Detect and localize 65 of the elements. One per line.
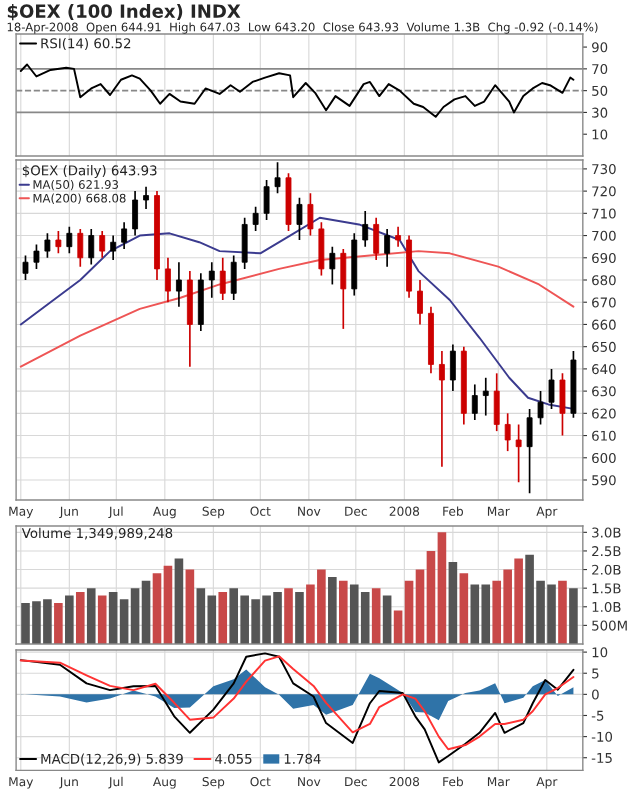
candlestick <box>186 270 193 368</box>
bar <box>97 595 107 644</box>
candlestick <box>296 196 303 241</box>
candlestick <box>329 245 336 286</box>
bar <box>75 591 85 644</box>
bar <box>65 595 74 644</box>
candlestick <box>77 228 84 268</box>
candlestick <box>307 192 314 237</box>
candlestick <box>197 272 204 332</box>
candlestick <box>208 261 215 299</box>
candlestick <box>340 248 347 330</box>
candlestick <box>471 383 478 421</box>
candlestick <box>384 228 391 268</box>
candlestick <box>66 225 73 255</box>
candlestick <box>526 408 533 495</box>
candlestick <box>252 205 259 232</box>
candlestick <box>55 230 62 255</box>
candlestick <box>121 221 128 250</box>
chart-title: $OEX (100 Index) INDX <box>7 4 241 21</box>
candlestick <box>449 343 456 392</box>
candlestick <box>165 256 171 304</box>
bar <box>448 562 458 644</box>
bar <box>371 588 381 644</box>
bar <box>218 591 228 644</box>
candlestick <box>274 161 281 195</box>
candlestick <box>373 216 380 261</box>
candlestick <box>493 372 500 432</box>
candlestick <box>285 172 292 232</box>
candlestick <box>241 216 248 270</box>
candlestick <box>548 368 555 410</box>
candlestick <box>175 261 182 308</box>
candlestick <box>318 221 325 277</box>
candlestick <box>110 234 117 261</box>
bar <box>54 603 63 644</box>
bar <box>86 588 96 644</box>
bar <box>569 588 578 644</box>
candlestick <box>230 254 237 301</box>
bar <box>459 573 469 644</box>
bar <box>382 595 392 644</box>
candlestick <box>439 350 445 468</box>
candlestick <box>99 230 106 259</box>
candlestick <box>482 376 489 417</box>
bar <box>558 580 567 644</box>
bar <box>328 577 337 644</box>
candlestick <box>88 228 95 266</box>
candlestick <box>559 372 566 437</box>
bar <box>174 558 184 644</box>
candlestick <box>417 279 423 326</box>
bar <box>295 591 304 644</box>
bar <box>284 588 293 644</box>
candlestick <box>143 185 149 210</box>
candlestick <box>22 254 29 281</box>
candlestick <box>263 179 270 221</box>
candlestick <box>33 243 40 270</box>
candlestick <box>219 256 226 301</box>
bar <box>338 580 348 644</box>
candlestick <box>362 210 369 248</box>
candlestick <box>537 390 544 426</box>
candlestick <box>395 225 402 248</box>
candlestick <box>132 190 138 237</box>
candlestick <box>44 232 51 259</box>
line-series <box>19 63 575 118</box>
candlestick <box>504 412 511 452</box>
candlestick <box>515 423 522 484</box>
bar <box>185 569 195 644</box>
